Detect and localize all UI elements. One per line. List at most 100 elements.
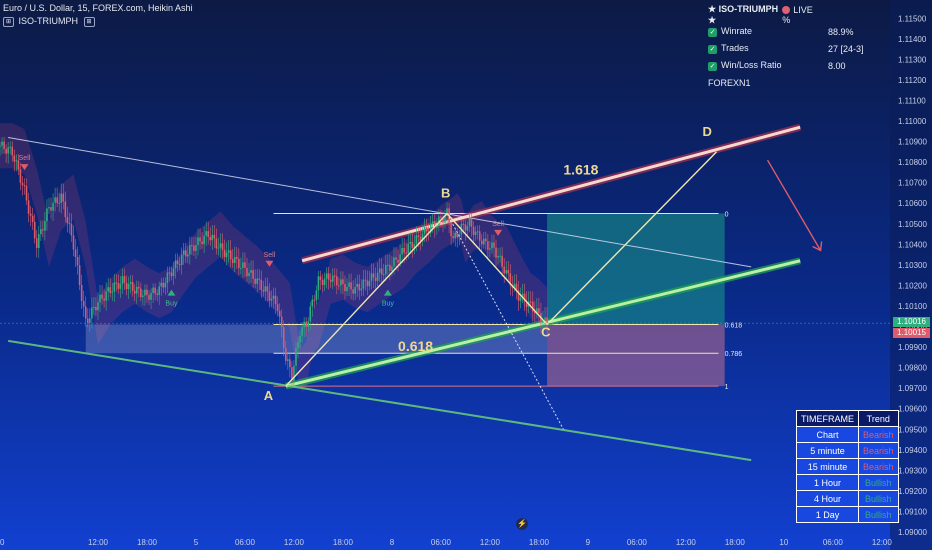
candle-body	[462, 223, 465, 225]
candle-body	[238, 258, 240, 269]
x-tick-label: 18:00	[725, 538, 746, 547]
candle-body	[256, 278, 259, 284]
candle-body	[176, 260, 179, 265]
candle-body	[278, 310, 281, 317]
stats-row-trades: ✓ Trades 27 [24-3]	[708, 40, 868, 57]
candle-body	[487, 241, 489, 250]
candle-body	[207, 231, 210, 237]
checkbox-icon: ✓	[708, 62, 717, 71]
candle-body	[178, 264, 181, 266]
x-tick-label: 10	[779, 538, 788, 547]
prev-price-flag: 1.10015	[893, 328, 930, 339]
candle-body	[125, 282, 128, 290]
fib-level-label: 0	[725, 211, 729, 218]
candle-body	[350, 282, 352, 290]
candle-body	[189, 245, 191, 255]
candle-body	[376, 272, 379, 281]
table-row: 5 minute Bearish	[796, 442, 899, 459]
candle-body	[203, 235, 205, 245]
candle-body	[546, 317, 548, 325]
candle-body	[174, 260, 177, 269]
y-tick-label: 1.10400	[898, 240, 927, 249]
candle-body	[378, 268, 381, 273]
stats-panel: ★ ISO-TRIUMPH ★ LIVE % ✓ Winrate 88.9% ✓ T…	[708, 4, 868, 91]
candle-body	[362, 279, 365, 289]
candle-body	[135, 286, 138, 294]
candle-body	[82, 300, 85, 307]
candle-body	[291, 367, 293, 381]
candle-body	[74, 249, 77, 257]
x-tick-label: 8	[390, 538, 395, 547]
y-tick-label: 1.10200	[898, 281, 927, 290]
candle-body	[407, 243, 410, 254]
candle-body	[164, 282, 167, 288]
candle-body	[211, 234, 214, 241]
indicator-legend[interactable]: ⊞ ISO-TRIUMPH ⊞	[3, 16, 97, 27]
candle-body	[258, 278, 261, 280]
candle-body	[274, 295, 277, 305]
candle-body	[115, 282, 118, 284]
candle-body	[111, 291, 114, 293]
y-tick-label: 1.09600	[898, 405, 927, 414]
indicator-chip-icon[interactable]: ⊞	[3, 16, 14, 27]
y-tick-label: 1.10600	[898, 199, 927, 208]
candle-body	[148, 295, 150, 300]
candle-body	[133, 290, 136, 294]
upper-channel-line	[301, 125, 801, 263]
candle-body	[282, 327, 285, 348]
candle-body	[389, 264, 391, 271]
harmonic-point-label: C	[541, 324, 551, 339]
last-price-flag: 1.10016	[893, 317, 930, 328]
candle-body	[542, 321, 544, 323]
candle-body	[393, 257, 395, 267]
candle-body	[433, 221, 436, 228]
candle-body	[380, 268, 383, 275]
candle-body	[235, 257, 238, 259]
replay-icon[interactable]: ⚡	[516, 518, 528, 530]
candle-body	[217, 247, 220, 249]
y-tick-label: 1.09500	[898, 425, 927, 434]
candle-body	[166, 272, 169, 283]
candle-body	[417, 235, 420, 238]
candle-body	[227, 250, 230, 253]
candle-body	[17, 160, 20, 170]
candle-body	[413, 244, 416, 248]
x-tick-label: 06:00	[431, 538, 452, 547]
candle-body	[440, 216, 442, 218]
candle-body	[446, 208, 448, 217]
timeframe-cell: Chart	[796, 426, 859, 443]
candle-body	[309, 306, 312, 322]
candle-body	[50, 207, 52, 211]
candle-body	[395, 257, 397, 260]
harmonic-leg	[446, 213, 548, 325]
stats-label: Win/Loss Ratio	[721, 60, 782, 70]
candle-body	[223, 249, 226, 257]
candle-body	[450, 223, 452, 237]
candle-body	[180, 254, 183, 265]
candle-body	[103, 298, 105, 301]
y-tick-label: 1.09000	[898, 528, 927, 537]
y-tick-label: 1.09200	[898, 487, 927, 496]
indicator-name: ISO-TRIUMPH	[18, 16, 79, 26]
y-tick-label: 1.11400	[898, 35, 927, 44]
candle-body	[338, 285, 340, 287]
candle-body	[368, 280, 371, 287]
harmonic-point-label: D	[702, 124, 711, 139]
candle-body	[162, 282, 165, 288]
candle-body	[37, 234, 40, 249]
candle-body	[397, 259, 399, 263]
timeframe-trend-table: TIMEFRAME Trend Chart Bearish 5 minute Bea…	[796, 410, 899, 523]
candle-body	[317, 276, 320, 291]
candle-body	[515, 283, 518, 291]
candle-body	[250, 270, 252, 273]
indicator-settings-icon[interactable]: ⊞	[83, 16, 95, 27]
table-header: Trend	[858, 410, 899, 427]
candle-body	[474, 231, 477, 236]
candle-body	[517, 290, 520, 301]
candle-body	[254, 278, 256, 284]
candle-body	[523, 293, 526, 302]
candle-body	[199, 237, 201, 242]
candle-body	[538, 308, 540, 313]
candle-body	[215, 238, 218, 249]
